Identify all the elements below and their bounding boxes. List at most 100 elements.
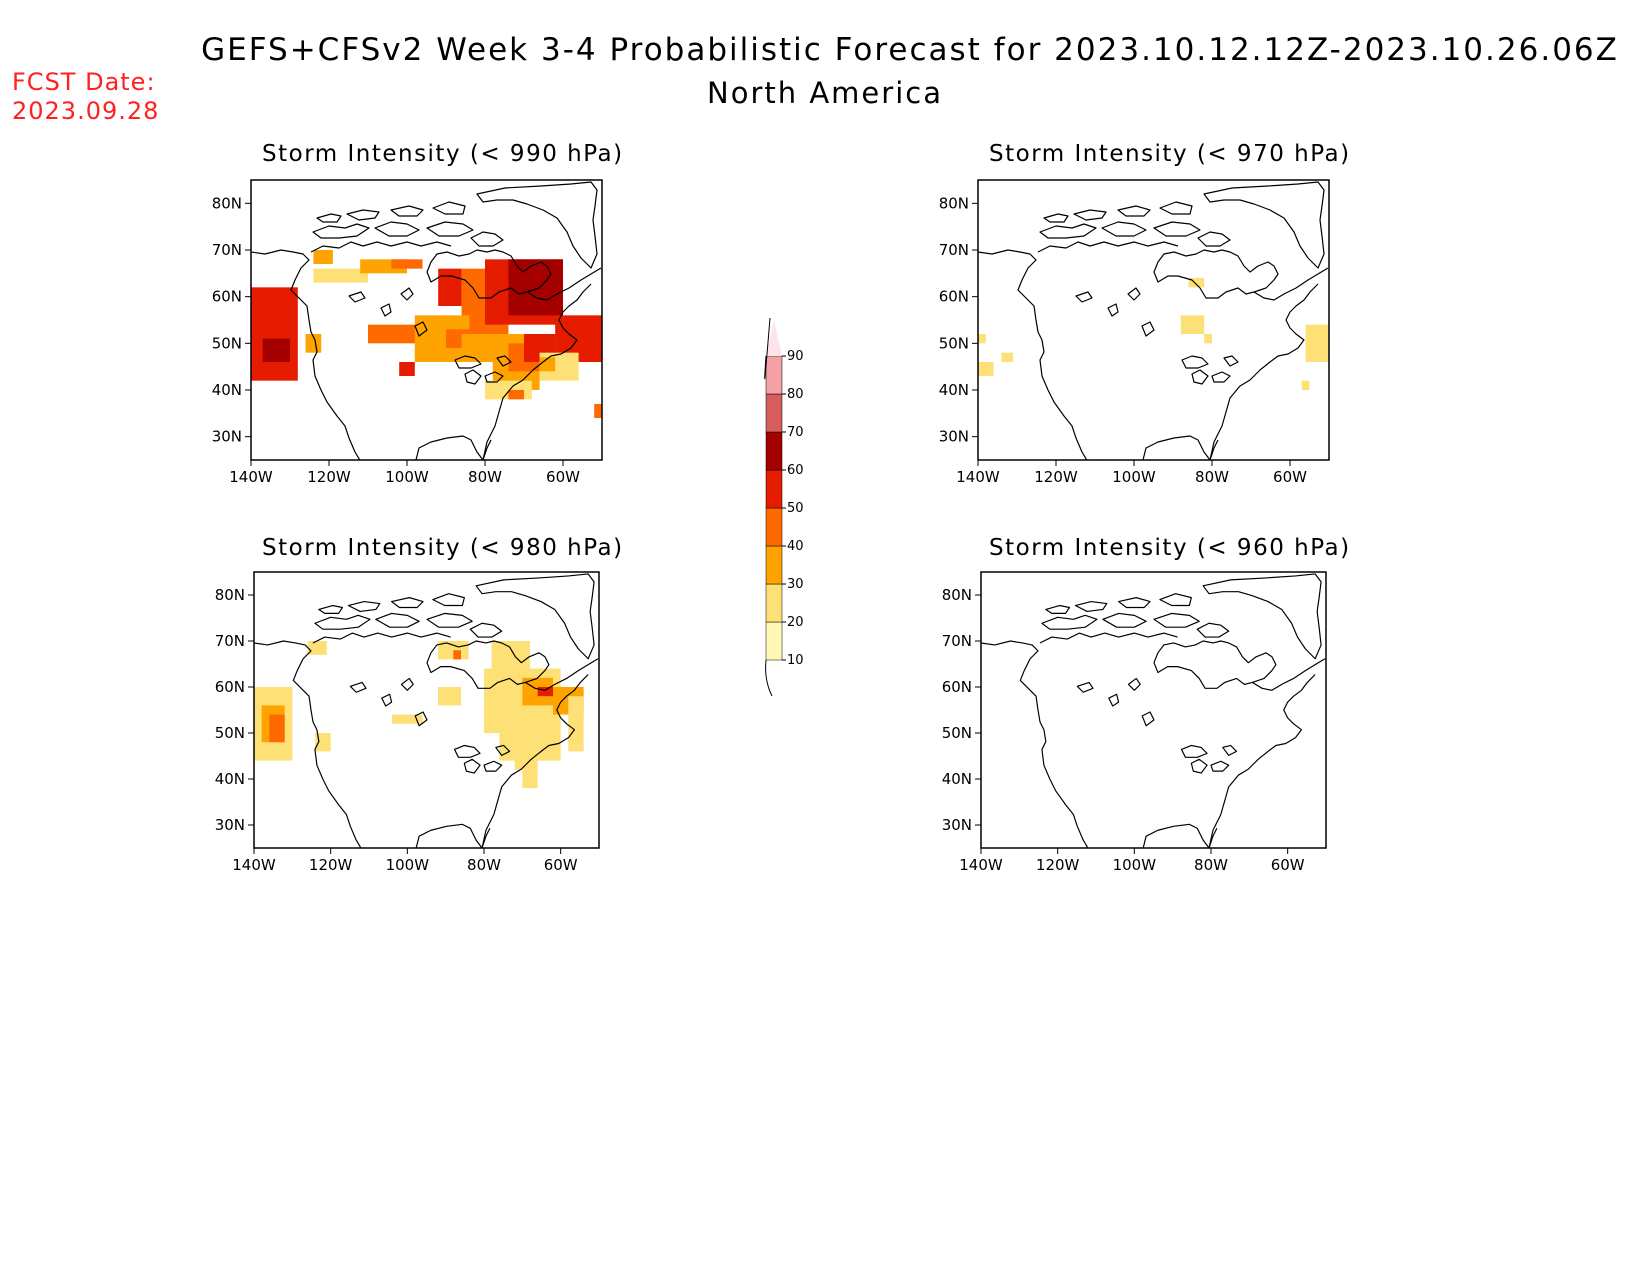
- colorbar: 10 20 30 40 50 60 70 80 90: [764, 317, 804, 697]
- colorbar-label: 90: [787, 349, 804, 364]
- colorbar-top-arrow: [766, 320, 782, 356]
- panel-title-990: Storm Intensity (< 990 hPa): [262, 141, 624, 167]
- lon-tick-label: 120W: [1036, 856, 1080, 874]
- lon-tick-label: 80W: [468, 468, 502, 486]
- region-subtitle: North America: [707, 76, 943, 110]
- lon-tick-label: 120W: [309, 856, 353, 874]
- probability-cell: [391, 259, 423, 269]
- lat-tick-label: 80N: [939, 194, 969, 212]
- probability-cell: [399, 362, 415, 376]
- probability-cell: [514, 751, 538, 770]
- lon-tick-label: 60W: [1271, 856, 1305, 874]
- probability-cell: [251, 287, 298, 381]
- colorbar-segment: [765, 355, 783, 395]
- colorbar-label: 20: [787, 615, 804, 630]
- probability-cell: [594, 404, 602, 418]
- lat-tick-label: 60N: [942, 678, 972, 696]
- lon-tick-label: 60W: [1273, 468, 1307, 486]
- lon-tick-label: 140W: [232, 856, 276, 874]
- lat-tick-label: 40N: [212, 381, 242, 399]
- probability-cell: [453, 650, 461, 660]
- lat-tick-label: 50N: [942, 724, 972, 742]
- lon-tick-label: 80W: [1194, 856, 1228, 874]
- lon-tick-label: 80W: [1195, 468, 1229, 486]
- lat-tick-label: 80N: [212, 194, 242, 212]
- colorbar-label: 30: [787, 577, 804, 592]
- probability-cell: [313, 250, 333, 264]
- lat-tick-label: 30N: [942, 816, 972, 834]
- colorbar-segment: [765, 393, 783, 433]
- colorbar-label: 70: [787, 425, 804, 440]
- map-panel-p960: 80N 70N 60N 50N 40N 30N 140W 120W 100W 80W 60W: [942, 571, 1327, 874]
- probability-cell: [537, 687, 553, 697]
- lat-tick-label: 60N: [939, 288, 969, 306]
- coastline: [981, 573, 1326, 848]
- probability-cell: [508, 390, 524, 400]
- probability-cell: [978, 362, 994, 376]
- lon-tick-label: 60W: [546, 468, 580, 486]
- panel-title-960: Storm Intensity (< 960 hPa): [989, 535, 1351, 561]
- map-frame: [250, 179, 603, 461]
- lon-tick-label: 80W: [467, 856, 501, 874]
- lat-tick-label: 80N: [215, 586, 245, 604]
- probability-cell: [539, 287, 563, 316]
- map-panel-p980: 80N 70N 60N 50N 40N 30N 140W 120W 100W 80W 60W: [215, 571, 600, 874]
- lat-tick-label: 60N: [215, 678, 245, 696]
- map-frame: [977, 179, 1330, 461]
- lon-tick-label: 60W: [544, 856, 578, 874]
- probability-cell: [262, 338, 290, 362]
- colorbar-segment: [765, 545, 783, 585]
- colorbar-label: 10: [787, 653, 804, 668]
- probability-cell: [522, 769, 538, 789]
- coastline: [978, 181, 1329, 460]
- probability-cell: [305, 334, 322, 353]
- colorbar-segment: [765, 583, 783, 623]
- probability-cell: [491, 641, 530, 669]
- lon-tick-label: 100W: [1113, 856, 1157, 874]
- lat-tick-label: 60N: [212, 288, 242, 306]
- fcst-date-label: FCST Date:: [12, 68, 156, 96]
- lon-tick-label: 140W: [956, 468, 1000, 486]
- lat-tick-label: 70N: [942, 632, 972, 650]
- probability-cell: [438, 268, 462, 306]
- colorbar-label: 80: [787, 387, 804, 402]
- colorbar-segment: [765, 431, 783, 471]
- map-frame: [980, 571, 1327, 849]
- lat-tick-label: 70N: [212, 241, 242, 259]
- lat-tick-label: 80N: [942, 586, 972, 604]
- map-panel-p970: 80N 70N 60N 50N 40N 30N 140W 120W 100W 80W 60W: [939, 179, 1330, 486]
- lat-tick-label: 40N: [215, 770, 245, 788]
- panel-title-980: Storm Intensity (< 980 hPa): [262, 535, 624, 561]
- lat-tick-label: 30N: [212, 428, 242, 446]
- probability-cell: [269, 714, 285, 743]
- lat-tick-label: 50N: [939, 334, 969, 352]
- probability-cell: [313, 268, 368, 283]
- lat-tick-label: 70N: [939, 241, 969, 259]
- probability-cell: [537, 696, 546, 706]
- probability-cell: [392, 714, 423, 724]
- panel-title-970: Storm Intensity (< 970 hPa): [989, 141, 1351, 167]
- lat-tick-label: 40N: [942, 770, 972, 788]
- probability-cell: [1180, 315, 1205, 334]
- colorbar-segment: [765, 621, 783, 661]
- colorbar-bottom-edge: [765, 659, 773, 697]
- colorbar-label: 40: [787, 539, 804, 554]
- probability-cell: [568, 696, 584, 752]
- probability-field: [978, 278, 1329, 390]
- probability-field: [254, 641, 584, 789]
- lon-tick-label: 140W: [229, 468, 273, 486]
- lon-tick-label: 120W: [307, 468, 351, 486]
- lat-tick-label: 30N: [939, 428, 969, 446]
- lat-tick-label: 70N: [215, 632, 245, 650]
- probability-cell: [539, 357, 556, 372]
- probability-cell: [438, 687, 461, 706]
- lon-tick-label: 100W: [386, 856, 430, 874]
- main-title: GEFS+CFSv2 Week 3-4 Probabilistic Foreca…: [201, 32, 1619, 68]
- probability-cell: [1301, 380, 1310, 390]
- colorbar-top-edge: [764, 317, 771, 380]
- probability-cell: [1188, 278, 1205, 288]
- probability-cell: [315, 733, 331, 752]
- lon-tick-label: 100W: [1112, 468, 1156, 486]
- fcst-date-value: 2023.09.28: [12, 97, 160, 125]
